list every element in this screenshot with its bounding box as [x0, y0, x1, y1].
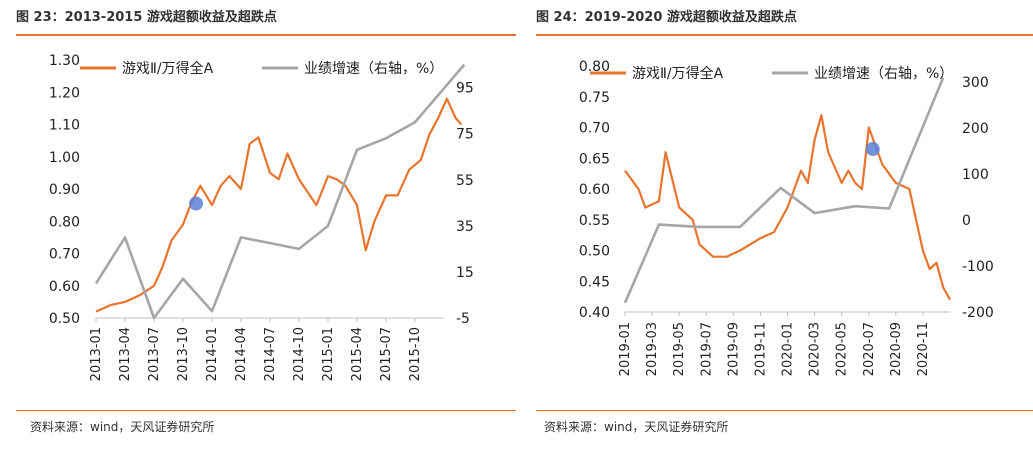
bottom-rule [16, 410, 516, 411]
x-tick-label: 2015-07 [379, 327, 394, 381]
y-right-tick-label: -100 [962, 259, 994, 275]
y-left-tick-label: 0.60 [49, 279, 80, 295]
legend-label: 游戏Ⅱ/万得全A [122, 60, 214, 77]
y-right-tick-label: 75 [456, 127, 474, 143]
y-left-tick-label: 0.70 [579, 121, 610, 137]
y-right-tick-label: 35 [456, 219, 474, 235]
source-note: 资料来源：wind，天风证券研究所 [30, 420, 215, 434]
figure-title: 图 24：2019-2020 游戏超额收益及超跌点 [536, 10, 797, 25]
x-tick-label: 2019-11 [753, 322, 768, 376]
x-tick-label: 2013-04 [118, 327, 133, 381]
x-tick-label: 2015-04 [350, 327, 365, 381]
legend-label: 业绩增速（右轴，%） [814, 66, 953, 82]
title-rule [16, 34, 516, 36]
oversold-point-marker [189, 196, 204, 211]
y-right-tick-label: 0 [962, 213, 971, 229]
y-right-tick-label: 95 [456, 81, 474, 97]
x-tick-label: 2019-03 [645, 322, 660, 376]
y-right-tick-label: 100 [962, 167, 989, 183]
y-left-tick-label: 0.75 [579, 90, 610, 106]
source-note: 资料来源：wind，天风证券研究所 [544, 420, 729, 434]
y-right-tick-label: 15 [456, 265, 474, 281]
y-left-tick-label: 0.45 [579, 274, 610, 290]
y-right-tick-label: 55 [456, 173, 474, 189]
series-line-growth [94, 63, 466, 320]
figure-23: 图 23：2013-2015 游戏超额收益及超跌点 2013-01 2013-04… [0, 0, 516, 459]
x-tick-label: 2013-01 [89, 327, 104, 381]
bottom-rule [536, 410, 1033, 411]
oversold-point-marker [865, 142, 880, 157]
series-line-relative [624, 114, 951, 301]
x-tick-label: 2020-11 [916, 322, 931, 376]
figure-title: 图 23：2013-2015 游戏超额收益及超跌点 [16, 10, 277, 25]
x-tick-label: 2019-01 [618, 322, 633, 376]
y-left-tick-label: 1.20 [49, 85, 80, 101]
x-tick-label: 2014-04 [234, 327, 249, 381]
y-left-tick-label: 1.30 [49, 53, 80, 69]
y-right-tick-label: -200 [962, 305, 994, 321]
x-tick-label: 2020-03 [808, 322, 823, 376]
y-left-tick-label: 1.10 [49, 118, 80, 134]
y-left-tick-label: 1.00 [49, 150, 80, 166]
x-tick-label: 2020-01 [781, 322, 796, 376]
y-right-tick-label: 200 [962, 121, 989, 137]
y-left-tick-label: 0.65 [579, 151, 610, 167]
y-left-tick-label: 0.40 [579, 305, 610, 321]
y-left-tick-label: 0.70 [49, 247, 80, 263]
x-tick-label: 2019-05 [672, 322, 687, 376]
chart-24: 2019-01 2019-03 2019-05 2019-07 2019-09 2019-… [579, 59, 994, 376]
x-tick-label: 2019-09 [726, 322, 741, 376]
x-tick-label: 2020-07 [862, 322, 877, 376]
series-line-growth [623, 77, 945, 304]
y-right-tick-label: -5 [456, 311, 470, 327]
figure-24: 图 24：2019-2020 游戏超额收益及超跌点 2019-01 2019-03… [520, 0, 1033, 459]
x-tick-label: 2013-07 [147, 327, 162, 381]
x-tick-label: 2015-01 [321, 327, 336, 381]
y-left-tick-label: 0.90 [49, 182, 80, 198]
x-tick-label: 2020-09 [889, 322, 904, 376]
legend-label: 业绩增速（右轴，%） [304, 61, 443, 77]
y-left-tick-label: 0.80 [49, 214, 80, 230]
y-right-tick-label: 300 [962, 75, 989, 91]
x-tick-label: 2014-01 [205, 327, 220, 381]
x-tick-label: 2015-10 [408, 327, 423, 381]
series-line-relative [95, 97, 463, 313]
y-left-tick-label: 0.60 [579, 182, 610, 198]
x-tick-label: 2013-10 [176, 327, 191, 381]
legend-label: 游戏Ⅱ/万得全A [632, 65, 724, 82]
x-tick-label: 2014-10 [292, 327, 307, 381]
y-left-tick-label: 0.80 [579, 59, 610, 75]
chart-23: 2013-01 2013-04 2013-07 2013-10 2014-01 2014-… [49, 53, 474, 381]
title-rule [536, 34, 1033, 36]
x-tick-label: 2020-05 [835, 322, 850, 376]
y-left-tick-label: 0.50 [579, 244, 610, 260]
x-tick-label: 2014-07 [263, 327, 278, 381]
x-tick-label: 2019-07 [699, 322, 714, 376]
y-left-tick-label: 0.55 [579, 213, 610, 229]
y-left-tick-label: 0.50 [49, 311, 80, 327]
